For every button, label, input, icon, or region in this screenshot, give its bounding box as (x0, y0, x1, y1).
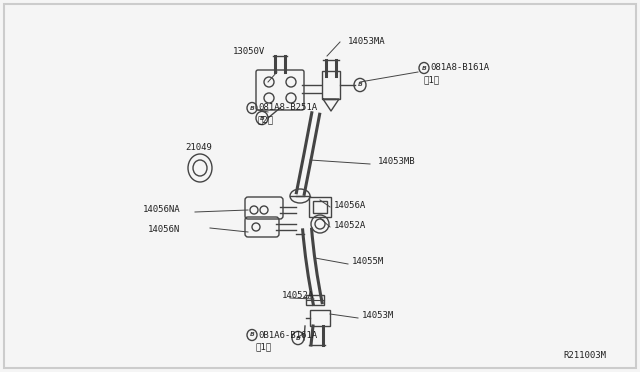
Text: R211003M: R211003M (563, 352, 606, 360)
Text: B: B (250, 106, 254, 110)
Bar (322, 71, 340, 99)
Text: B: B (422, 65, 426, 71)
Text: 0B1A6-B161A: 0B1A6-B161A (258, 330, 317, 340)
Text: 081A8-B161A: 081A8-B161A (430, 64, 489, 73)
Text: （1）: （1） (256, 343, 272, 352)
Text: 14056N: 14056N (148, 225, 180, 234)
Text: 14052A: 14052A (282, 292, 314, 301)
Text: （1）: （1） (424, 76, 440, 84)
Text: 14056NA: 14056NA (142, 205, 180, 215)
Text: 14056A: 14056A (334, 201, 366, 209)
Text: 14053M: 14053M (362, 311, 394, 321)
Bar (310, 310, 330, 326)
Bar (306, 295, 324, 305)
Text: B: B (260, 115, 264, 121)
Text: 21049: 21049 (185, 144, 212, 153)
Text: 14053MA: 14053MA (348, 38, 386, 46)
Text: （2）: （2） (258, 115, 274, 125)
Text: B: B (296, 336, 300, 340)
Bar (313, 201, 327, 213)
Text: 14053MB: 14053MB (378, 157, 415, 167)
Text: B: B (250, 333, 254, 337)
Text: 081A8-B251A: 081A8-B251A (258, 103, 317, 112)
Text: 14052A: 14052A (334, 221, 366, 230)
Text: 13050V: 13050V (233, 48, 265, 57)
Bar (309, 197, 331, 217)
Text: B: B (358, 83, 362, 87)
Text: 14055M: 14055M (352, 257, 384, 266)
